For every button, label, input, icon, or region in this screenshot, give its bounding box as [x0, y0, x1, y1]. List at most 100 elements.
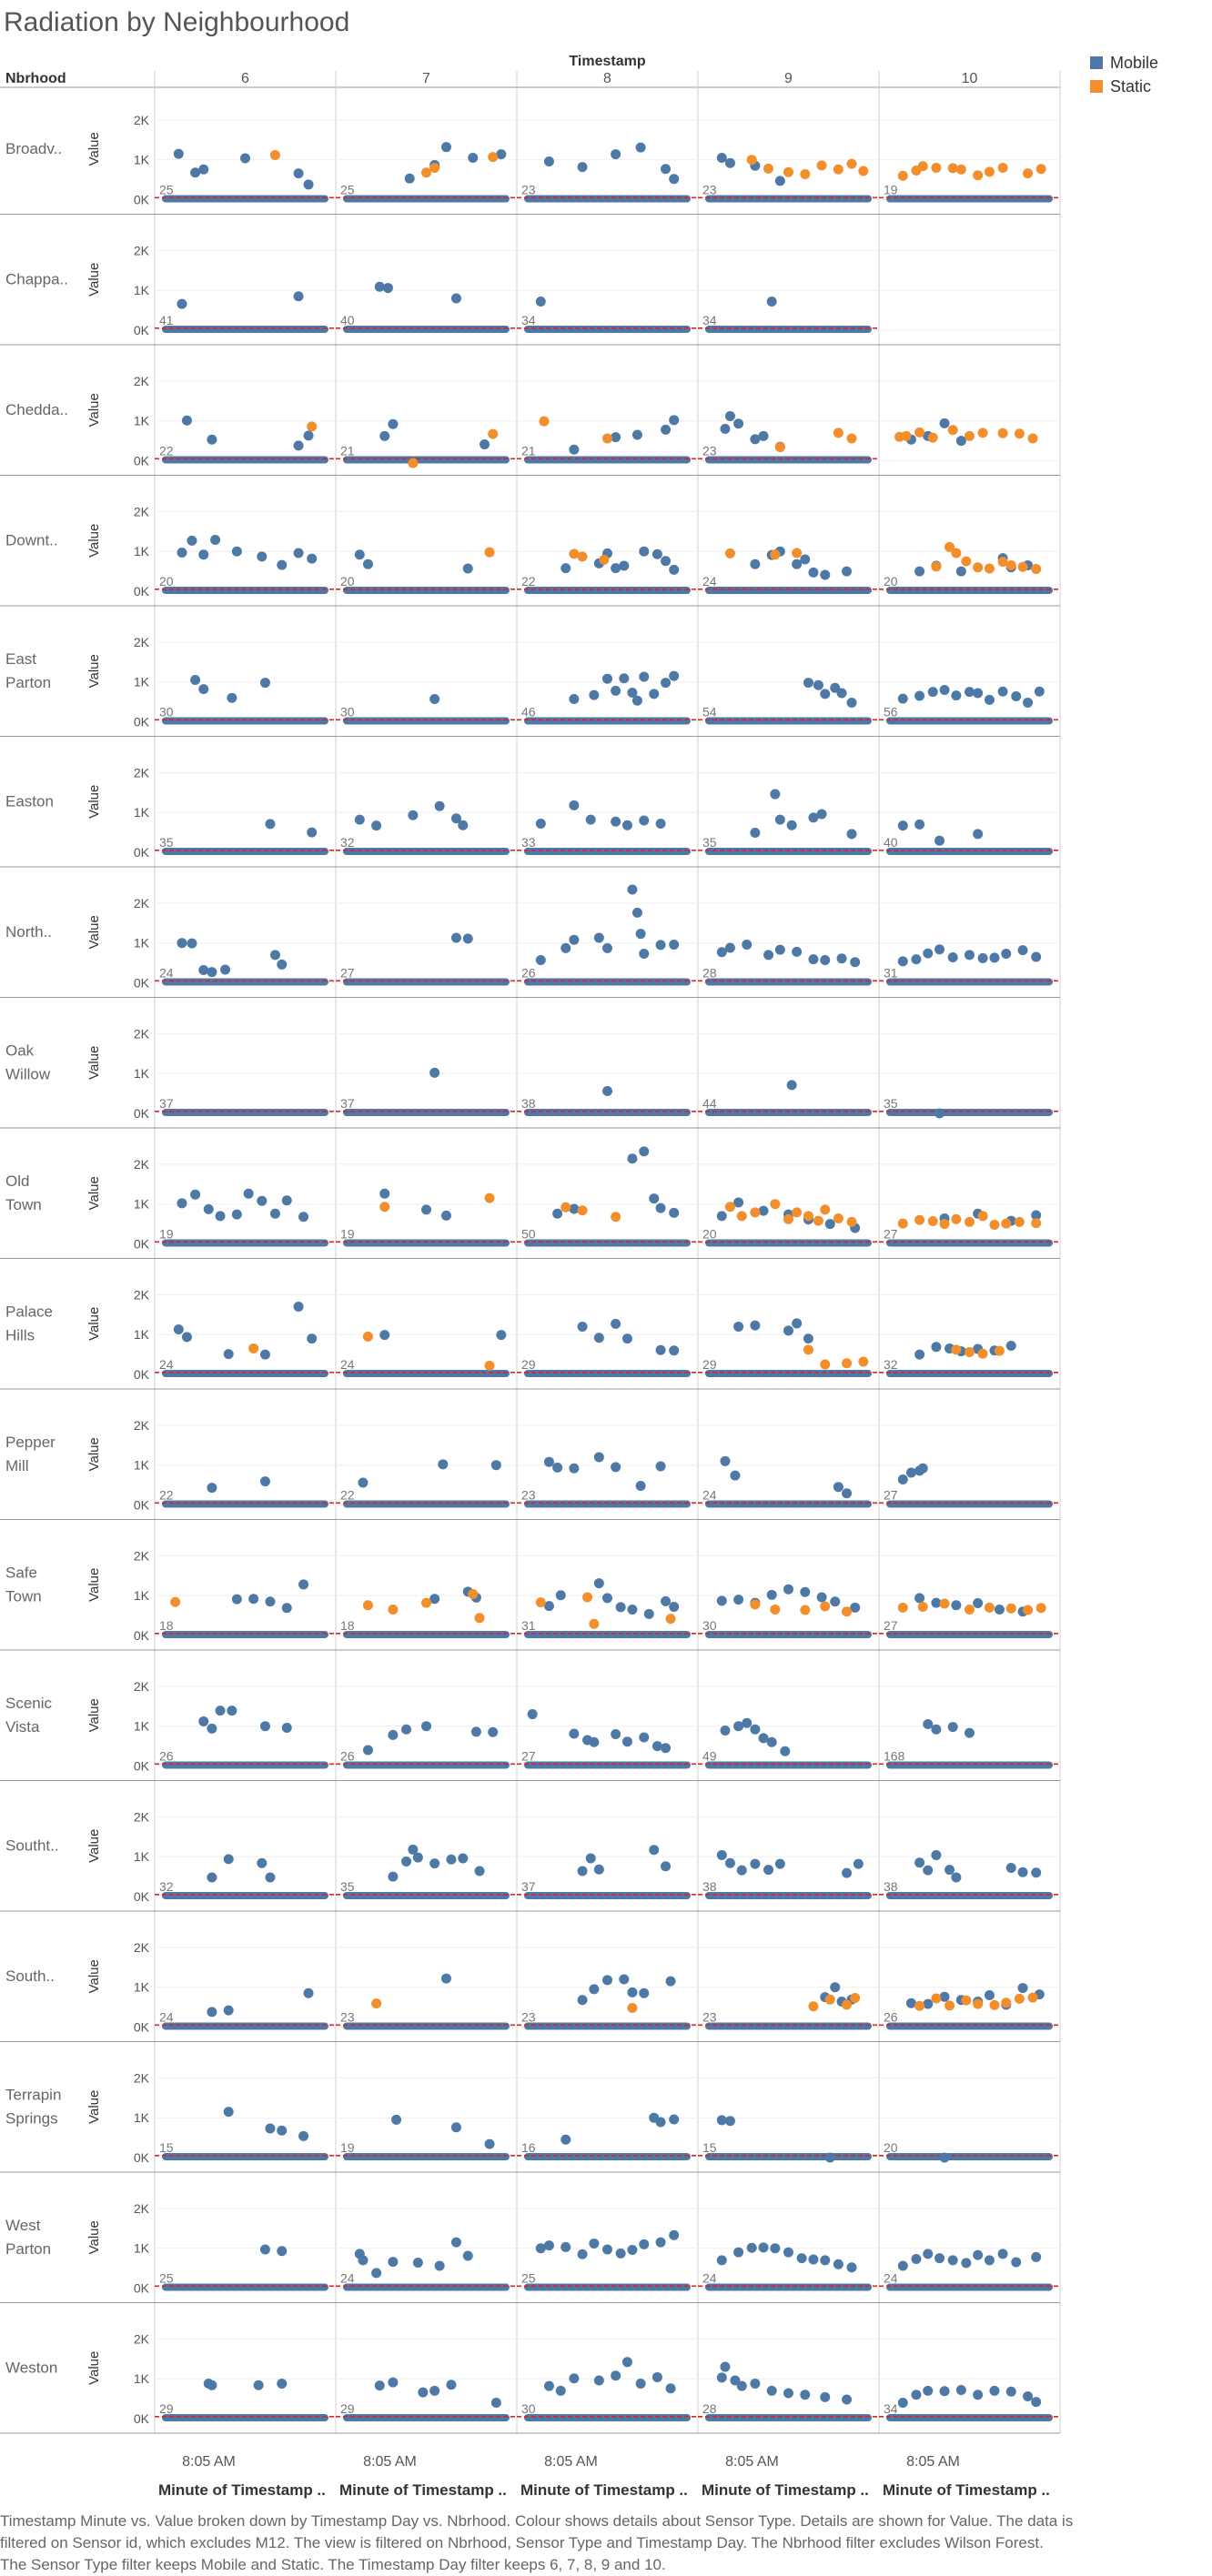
- nbrhood-label: South..: [5, 1967, 55, 1985]
- mobile-point: [362, 558, 373, 569]
- mobile-point: [227, 1706, 237, 1716]
- mobile-point: [730, 2375, 741, 2386]
- baseline-cluster: [343, 1631, 510, 1638]
- mobile-point: [293, 1302, 304, 1313]
- mobile-point: [897, 2397, 908, 2408]
- static-point: [997, 162, 1008, 173]
- y-tick-label: 1K: [134, 1719, 150, 1734]
- mobile-point: [973, 2249, 984, 2260]
- mobile-point: [621, 820, 632, 830]
- count-label: 31: [521, 1618, 536, 1633]
- mobile-point: [593, 932, 604, 943]
- mobile-point: [639, 1732, 650, 1743]
- mobile-point: [181, 415, 192, 426]
- mobile-point: [989, 952, 1000, 963]
- y-axis-label: Value: [86, 524, 102, 558]
- count-label: 25: [340, 183, 355, 197]
- mobile-point: [593, 1452, 604, 1463]
- y-tick-label: 0K: [134, 2150, 150, 2165]
- mobile-point: [763, 950, 774, 961]
- mobile-point: [577, 1866, 588, 1877]
- baseline-cluster: [524, 1500, 691, 1508]
- mobile-point: [277, 559, 288, 570]
- nbrhood-label: Downt..: [5, 531, 58, 548]
- y-axis-label: Value: [86, 1829, 102, 1863]
- mobile-point: [800, 1586, 811, 1597]
- static-point: [421, 167, 431, 178]
- nbrhood-label: Willow: [5, 1065, 51, 1082]
- mobile-point: [770, 789, 781, 800]
- mobile-point: [716, 2255, 727, 2266]
- static-point: [488, 152, 499, 163]
- y-tick-label: 1K: [134, 2110, 150, 2125]
- y-tick-label: 2K: [134, 2070, 150, 2085]
- static-point: [307, 421, 318, 432]
- y-axis-label: Value: [86, 654, 102, 688]
- mobile-point: [298, 1579, 309, 1590]
- mobile-point: [758, 1205, 769, 1216]
- count-label: 32: [340, 835, 355, 850]
- count-label: 20: [702, 1227, 717, 1242]
- mobile-point: [561, 942, 571, 953]
- mobile-point: [440, 1210, 451, 1221]
- count-label: 29: [521, 1357, 536, 1372]
- legend-item-mobile[interactable]: Mobile: [1090, 51, 1158, 75]
- mobile-point: [429, 1858, 440, 1869]
- row-header-label: Nbrhood: [5, 71, 66, 86]
- static-point: [820, 1359, 831, 1370]
- mobile-point: [555, 1590, 566, 1601]
- static-point: [977, 1211, 988, 1222]
- baseline-cluster: [524, 1239, 691, 1247]
- count-label: 37: [159, 1096, 174, 1111]
- count-label: 35: [702, 835, 717, 850]
- y-tick-label: 1K: [134, 675, 150, 689]
- mobile-point: [391, 2114, 402, 2125]
- mobile-point: [388, 418, 399, 429]
- mobile-point: [240, 153, 250, 164]
- mobile-point: [808, 812, 819, 823]
- mobile-point: [824, 2152, 835, 2163]
- legend-swatch-static: [1090, 80, 1103, 93]
- mobile-point: [820, 2391, 831, 2402]
- count-label: 29: [159, 2401, 174, 2416]
- count-label: 54: [702, 705, 717, 719]
- mobile-point: [627, 688, 638, 699]
- static-point: [833, 1213, 843, 1223]
- mobile-point: [298, 1212, 309, 1223]
- mobile-point: [281, 1195, 292, 1206]
- mobile-point: [602, 1085, 612, 1096]
- mobile-point: [720, 423, 731, 434]
- mobile-point: [766, 1736, 777, 1747]
- mobile-point: [223, 2005, 234, 2016]
- static-point: [842, 1358, 853, 1369]
- mobile-point: [961, 2258, 972, 2269]
- count-label: 23: [702, 183, 717, 197]
- mobile-point: [639, 949, 650, 960]
- count-label: 23: [702, 444, 717, 458]
- y-tick-label: 1K: [134, 1197, 150, 1212]
- x-axis-label: Minute of Timestamp ..: [158, 2481, 326, 2499]
- static-point: [750, 1599, 761, 1610]
- mobile-point: [720, 2361, 731, 2372]
- mobile-point: [984, 694, 995, 705]
- count-label: 37: [521, 1879, 536, 1894]
- mobile-point: [643, 1608, 654, 1619]
- count-label: 31: [884, 966, 898, 981]
- x-tick-label: 8:05 AM: [544, 2454, 598, 2470]
- mobile-point: [733, 418, 744, 429]
- mobile-point: [1031, 1867, 1042, 1878]
- count-label: 34: [884, 2401, 898, 2416]
- legend-item-static[interactable]: Static: [1090, 75, 1158, 98]
- mobile-point: [951, 1872, 962, 1883]
- baseline-cluster: [524, 2022, 691, 2030]
- static-point: [800, 168, 811, 179]
- baseline-cluster: [343, 326, 510, 333]
- static-point: [627, 2002, 638, 2013]
- mobile-point: [259, 678, 270, 689]
- count-label: 25: [159, 2271, 174, 2286]
- mobile-point: [923, 2385, 934, 2396]
- y-tick-label: 0K: [134, 2411, 150, 2426]
- mobile-point: [293, 168, 304, 179]
- baseline-cluster: [162, 2283, 328, 2291]
- mobile-point: [934, 1108, 945, 1119]
